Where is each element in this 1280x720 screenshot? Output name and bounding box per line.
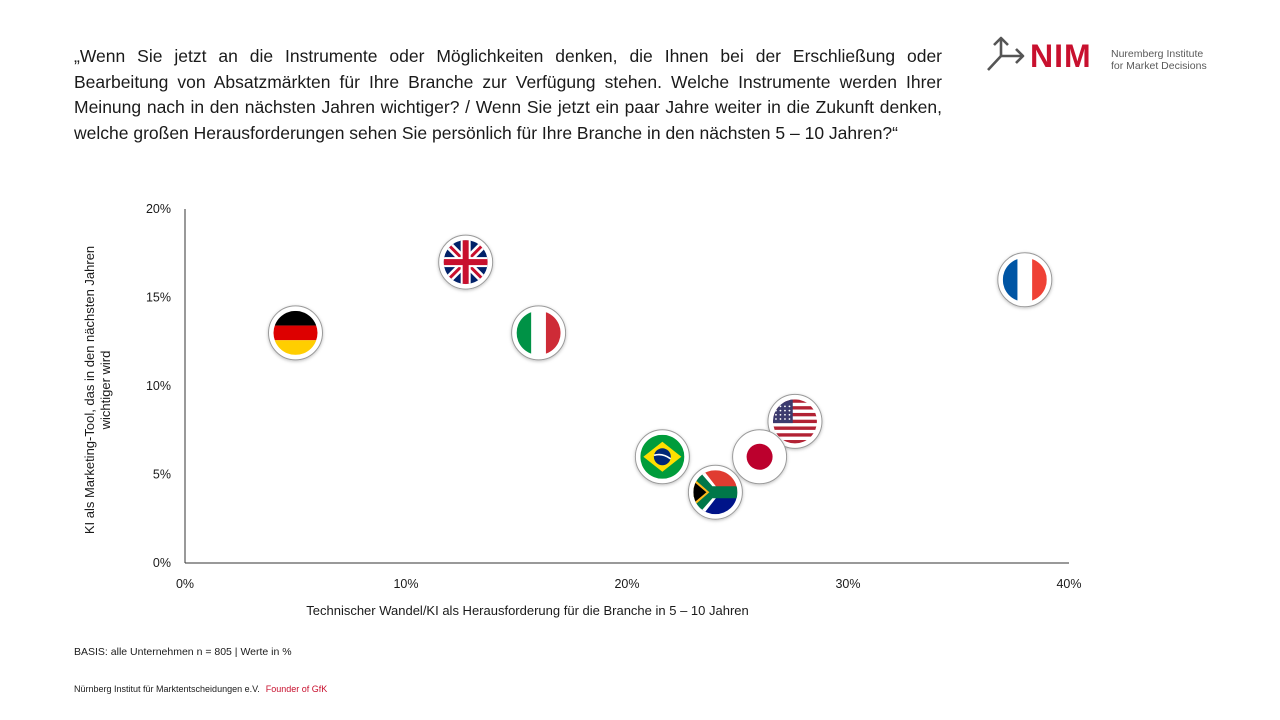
germany-flag-point: [268, 305, 323, 361]
x-tick-label: 30%: [835, 577, 860, 591]
germany-flag: [273, 310, 318, 355]
brazil-flag: [640, 434, 685, 479]
y-tick-label: 20%: [146, 202, 171, 216]
japan-flag-point: [732, 429, 788, 485]
footer-institute: Nürnberg Institut für Marktentscheidunge…: [74, 684, 260, 694]
x-tick-label: 40%: [1056, 577, 1081, 591]
nim-arrow-icon: [987, 36, 1025, 71]
basis-note: BASIS: alle Unternehmen n = 805 | Werte …: [74, 646, 292, 658]
south-africa-flag: [693, 470, 738, 515]
brazil-flag-point: [634, 429, 690, 485]
x-tick-label: 10%: [393, 577, 418, 591]
usa-flag: [772, 399, 817, 444]
italy-flag: [516, 310, 561, 355]
y-tick-label: 15%: [146, 291, 171, 305]
uk-flag: [443, 240, 488, 285]
x-axis-label: Technischer Wandel/KI als Herausforderun…: [306, 603, 749, 618]
footer-founder: Founder of GfK: [265, 684, 328, 694]
logo-wordmark: NIM: [1030, 38, 1092, 74]
south-africa-flag-point: [687, 464, 743, 520]
y-tick-label: 0%: [153, 556, 171, 570]
x-tick-label: 0%: [176, 577, 194, 591]
logo-subtitle: Nuremberg Institute for Market Decisions: [1111, 48, 1221, 72]
uk-flag-point: [438, 234, 494, 290]
footer: Nürnberg Institut für Marktentscheidunge…: [74, 684, 327, 694]
survey-question: „Wenn Sie jetzt an die Instrumente oder …: [74, 46, 942, 143]
france-flag: [1002, 257, 1047, 302]
y-tick-label: 5%: [153, 468, 171, 482]
y-axis-label-box: KI als Marketing-Tool, das in den nächst…: [78, 210, 118, 570]
logo-subtitle-line2: for Market Decisions: [1111, 60, 1207, 72]
y-tick-label: 10%: [146, 379, 171, 393]
france-flag-point: [997, 252, 1053, 308]
nim-logo: NIM Nuremberg Institute for Market Decis…: [985, 34, 1215, 78]
y-axis-label: KI als Marketing-Tool, das in den nächst…: [82, 245, 113, 535]
italy-flag-point: [511, 305, 567, 361]
logo-subtitle-line1: Nuremberg Institute: [1111, 48, 1204, 60]
x-tick-label: 20%: [614, 577, 639, 591]
usa-flag-point: [767, 393, 823, 449]
japan-flag: [737, 434, 782, 479]
